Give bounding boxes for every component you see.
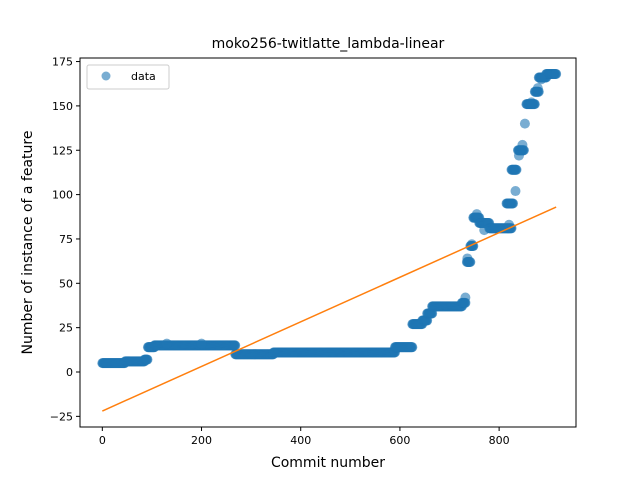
data-point — [479, 225, 490, 236]
x-tick-label: 200 — [191, 434, 212, 447]
data-point — [161, 338, 172, 349]
data-point — [142, 354, 153, 365]
data-point — [510, 186, 521, 197]
data-point — [471, 209, 482, 220]
plot-area — [97, 68, 562, 412]
x-tick-label: 600 — [389, 434, 410, 447]
x-axis-label: Commit number — [271, 455, 385, 471]
data-point — [517, 139, 528, 150]
y-tick-label: 0 — [66, 366, 73, 379]
data-point — [196, 338, 207, 349]
data-point — [508, 198, 519, 209]
data-point — [551, 68, 562, 79]
data-point — [460, 292, 471, 303]
x-tick-label: 0 — [99, 434, 106, 447]
legend-box — [86, 64, 170, 90]
y-tick-label: 50 — [59, 277, 73, 290]
data-point — [407, 342, 418, 353]
legend-marker-data — [101, 71, 111, 81]
x-axis-ticks: 0 200 400 600 800 — [99, 427, 510, 447]
data-point — [511, 164, 522, 175]
y-tick-label: 125 — [52, 144, 73, 157]
data-point — [230, 340, 241, 351]
data-point — [513, 150, 524, 161]
data-point — [536, 74, 547, 85]
data-point — [532, 83, 543, 94]
y-tick-label: 100 — [52, 189, 73, 202]
axes-frame — [79, 57, 577, 428]
x-tick-label: 400 — [290, 434, 311, 447]
y-tick-label: 150 — [52, 100, 73, 113]
fit-line — [102, 206, 557, 412]
y-axis-label: Number of instance of a feature — [20, 131, 36, 355]
x-tick-label: 800 — [489, 434, 510, 447]
y-tick-label: −25 — [50, 410, 73, 423]
data-point — [462, 253, 473, 264]
data-point — [526, 97, 537, 108]
chart-title: moko256-twitlatte_lambda-linear — [212, 36, 445, 52]
data-point — [519, 118, 530, 129]
y-tick-label: 25 — [59, 322, 73, 335]
y-tick-label: 75 — [59, 233, 73, 246]
legend-label-data: data — [131, 70, 156, 83]
legend: data — [86, 64, 170, 90]
y-tick-label: 175 — [52, 56, 73, 69]
y-axis-ticks: −25 0 25 50 75 100 125 150 175 — [50, 56, 80, 423]
